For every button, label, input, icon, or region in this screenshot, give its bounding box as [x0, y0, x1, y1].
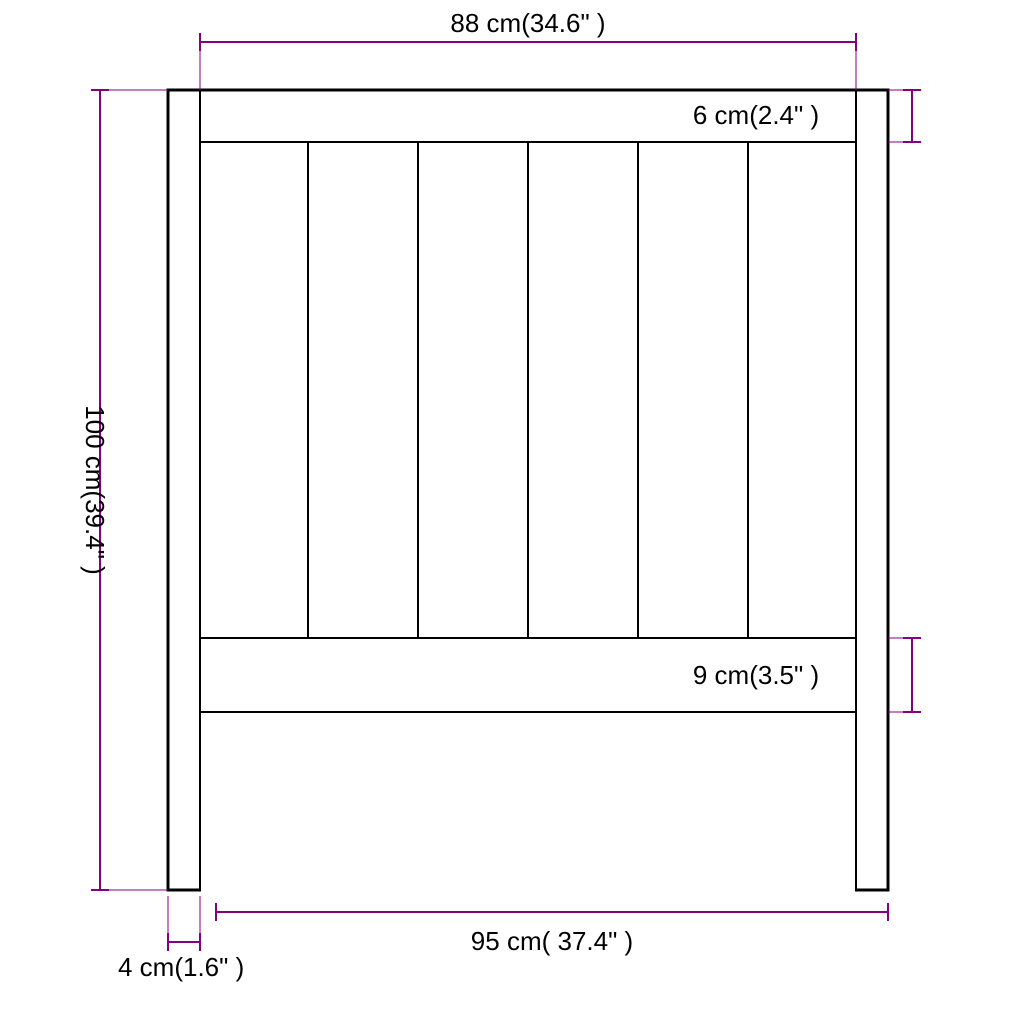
dim-bottom-rail-9-label: 9 cm(3.5" ) [693, 660, 819, 690]
headboard-drawing [168, 90, 888, 895]
dim-depth-4: 4 cm(1.6" ) [118, 896, 244, 982]
dim-height-100-label: 100 cm(39.4" ) [80, 405, 110, 575]
dim-height-100: 100 cm(39.4" ) [80, 90, 110, 890]
dim-width-95: 95 cm( 37.4" ) [216, 903, 888, 956]
dim-width-95-label: 95 cm( 37.4" ) [471, 926, 633, 956]
dim-depth-4-label: 4 cm(1.6" ) [118, 952, 244, 982]
dim-width-88: 88 cm(34.6" ) [200, 8, 856, 51]
leg-gap-mask [201, 713, 855, 895]
dim-width-88-label: 88 cm(34.6" ) [450, 8, 605, 38]
dim-top-rail-6-label: 6 cm(2.4" ) [693, 100, 819, 130]
